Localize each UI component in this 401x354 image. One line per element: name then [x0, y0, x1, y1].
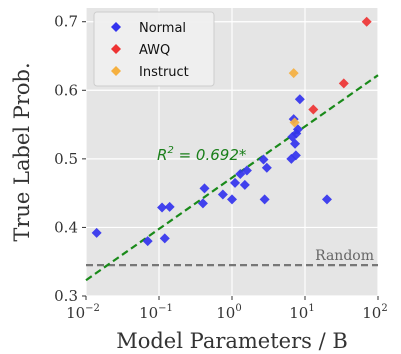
x-tick-exponent: −1: [158, 303, 173, 314]
data-point: [290, 150, 301, 161]
r-squared-annotation: R2 = 0.692*: [157, 145, 247, 164]
data-point: [157, 202, 168, 213]
x-axis-ticks: 10−2 10−1 100 101 102: [66, 296, 388, 322]
data-point: [91, 227, 102, 238]
y-tick-label: 0.7: [54, 13, 78, 31]
y-tick-label: 0.5: [54, 150, 78, 168]
series-awq: [308, 16, 372, 115]
data-point: [289, 117, 300, 128]
data-point: [159, 233, 170, 244]
legend-label: Instruct: [139, 65, 189, 80]
y-tick-label: 0.3: [54, 287, 78, 305]
y-tick-label: 0.4: [54, 218, 78, 236]
x-tick-exponent: −2: [85, 303, 100, 314]
data-point: [288, 68, 299, 79]
data-point: [292, 124, 303, 135]
x-tick-base: 10: [216, 304, 235, 322]
x-tick-label: 101: [289, 303, 314, 322]
y-tick-label: 0.6: [54, 81, 78, 99]
data-point: [261, 162, 272, 173]
data-point: [338, 78, 349, 89]
data-point: [217, 189, 228, 200]
x-axis-label: Model Parameters / B: [116, 329, 348, 353]
legend-box: [93, 11, 215, 87]
r-squared-symbol: R: [157, 146, 167, 164]
r-squared-value: = 0.692*: [174, 146, 247, 164]
x-tick-label: 100: [216, 303, 241, 322]
random-baseline: Random: [86, 248, 378, 267]
data-points: [91, 16, 372, 247]
data-point: [258, 154, 269, 165]
data-point: [308, 104, 319, 115]
data-point: [164, 201, 175, 212]
legend: Normal AWQ Instruct: [93, 11, 215, 87]
x-tick-exponent: 2: [381, 303, 387, 314]
legend-marker: [111, 22, 121, 32]
legend-label: AWQ: [139, 43, 170, 58]
data-point: [321, 194, 332, 205]
data-point: [230, 177, 241, 188]
data-point: [294, 94, 305, 105]
r-squared-power: 2: [167, 145, 173, 156]
data-point: [235, 168, 246, 179]
x-tick-base: 10: [66, 304, 85, 322]
legend-label: Normal: [139, 21, 186, 36]
data-point: [227, 194, 237, 205]
data-point: [239, 179, 250, 190]
x-tick-base: 10: [289, 304, 308, 322]
x-tick-base: 10: [362, 304, 381, 322]
x-tick-base: 10: [139, 304, 158, 322]
legend-marker: [111, 66, 121, 76]
data-point: [197, 198, 208, 209]
data-point: [199, 183, 210, 194]
x-tick-exponent: 0: [235, 303, 241, 314]
x-tick-label: 102: [362, 303, 387, 322]
y-axis-label: True Label Prob.: [10, 62, 34, 241]
data-point: [142, 236, 153, 247]
y-axis-ticks: 0.3 0.4 0.5 0.6 0.7: [54, 13, 86, 305]
legend-marker: [111, 44, 121, 54]
data-point: [241, 165, 252, 176]
random-baseline-label: Random: [315, 248, 374, 264]
x-tick-label: 10−1: [139, 303, 173, 322]
data-point: [361, 16, 372, 27]
series-instruct: [288, 68, 300, 128]
x-tick-label: 10−2: [66, 303, 100, 322]
trend-line: [85, 74, 379, 282]
x-tick-exponent: 1: [308, 303, 314, 314]
data-point: [290, 138, 301, 149]
data-point: [259, 194, 270, 205]
